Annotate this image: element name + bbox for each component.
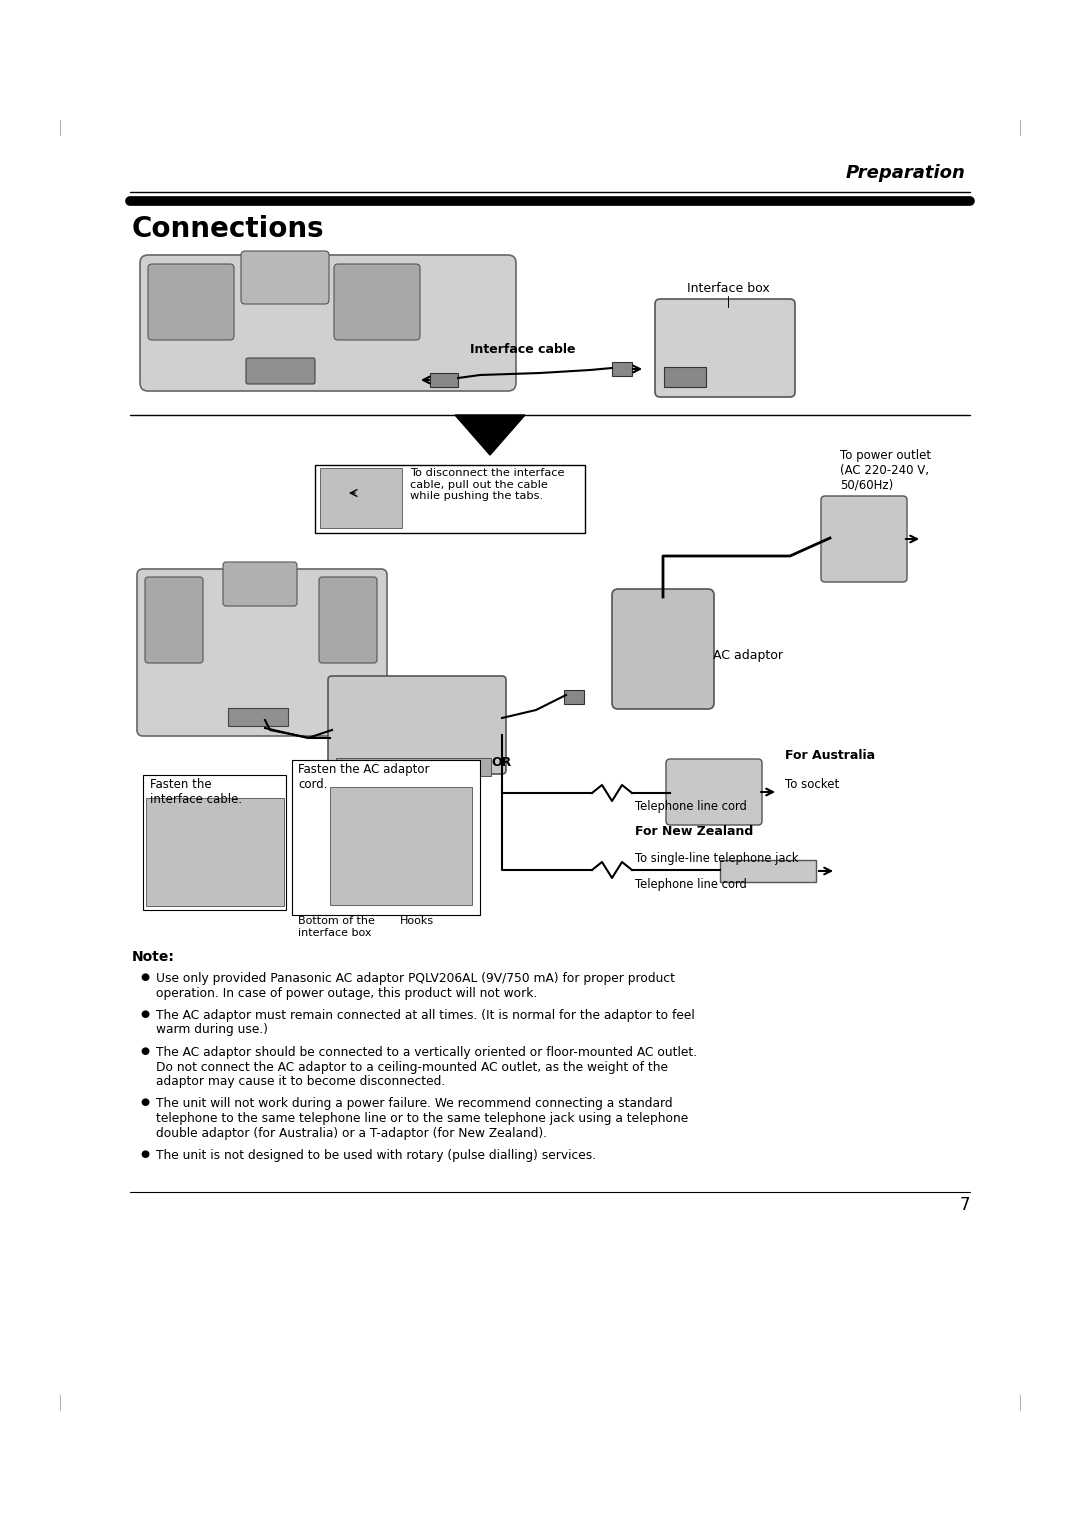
Bar (336, 758, 491, 776)
Text: AC adaptor: AC adaptor (713, 648, 783, 662)
FancyBboxPatch shape (148, 264, 234, 341)
Bar (612, 362, 632, 376)
Bar (430, 373, 458, 387)
Text: ●: ● (140, 1097, 149, 1108)
Text: To power outlet
(AC 220-240 V,
50/60Hz): To power outlet (AC 220-240 V, 50/60Hz) (840, 449, 931, 492)
Text: Fasten the AC adaptor
cord.: Fasten the AC adaptor cord. (298, 762, 430, 792)
Text: Fasten the
interface cable.: Fasten the interface cable. (150, 778, 242, 805)
Bar (330, 787, 472, 905)
Bar (720, 860, 816, 882)
Text: double adaptor (for Australia) or a T-adaptor (for New Zealand).: double adaptor (for Australia) or a T-ad… (156, 1126, 548, 1140)
Text: ●: ● (140, 1149, 149, 1160)
Text: Hooks: Hooks (400, 915, 434, 926)
Bar (292, 759, 480, 915)
Text: adaptor may cause it to become disconnected.: adaptor may cause it to become disconnec… (156, 1076, 445, 1088)
Text: ●: ● (140, 1047, 149, 1056)
Text: operation. In case of power outage, this product will not work.: operation. In case of power outage, this… (156, 987, 537, 999)
Text: warm during use.): warm during use.) (156, 1024, 268, 1036)
Text: For New Zealand: For New Zealand (635, 825, 753, 837)
Text: Do not connect the AC adaptor to a ceiling-mounted AC outlet, as the weight of t: Do not connect the AC adaptor to a ceili… (156, 1060, 669, 1074)
Text: Preparation: Preparation (846, 163, 966, 182)
FancyBboxPatch shape (612, 588, 714, 709)
Text: 7: 7 (959, 1196, 970, 1215)
Text: To single-line telephone jack: To single-line telephone jack (635, 853, 798, 865)
Text: For Australia: For Australia (785, 749, 875, 762)
Text: telephone to the same telephone line or to the same telephone jack using a telep: telephone to the same telephone line or … (156, 1112, 688, 1125)
FancyBboxPatch shape (222, 562, 297, 607)
Bar (320, 468, 402, 529)
FancyBboxPatch shape (137, 568, 387, 736)
FancyBboxPatch shape (666, 759, 762, 825)
FancyBboxPatch shape (319, 578, 377, 663)
Text: The unit is not designed to be used with rotary (pulse dialling) services.: The unit is not designed to be used with… (156, 1149, 596, 1161)
Text: The AC adaptor should be connected to a vertically oriented or floor-mounted AC : The AC adaptor should be connected to a … (156, 1047, 697, 1059)
Bar (146, 798, 284, 906)
FancyBboxPatch shape (246, 358, 315, 384)
Text: Telephone line cord: Telephone line cord (635, 801, 746, 813)
Text: To socket: To socket (785, 778, 839, 792)
Bar (564, 691, 584, 704)
FancyBboxPatch shape (328, 675, 507, 775)
FancyBboxPatch shape (654, 299, 795, 397)
Text: Connections: Connections (132, 215, 325, 243)
Text: To disconnect the interface
cable, pull out the cable
while pushing the tabs.: To disconnect the interface cable, pull … (410, 468, 565, 501)
Bar (228, 707, 288, 726)
Polygon shape (455, 416, 525, 455)
Text: Bottom of the
interface box: Bottom of the interface box (298, 915, 375, 938)
Text: ●: ● (140, 1008, 149, 1019)
Text: ●: ● (140, 972, 149, 983)
Text: Interface cable: Interface cable (470, 342, 576, 356)
Bar (315, 465, 585, 533)
Text: The unit will not work during a power failure. We recommend connecting a standar: The unit will not work during a power fa… (156, 1097, 673, 1111)
FancyBboxPatch shape (145, 578, 203, 663)
Text: Interface box: Interface box (687, 283, 769, 295)
Text: Note:: Note: (132, 950, 175, 964)
FancyBboxPatch shape (140, 255, 516, 391)
Text: Telephone line cord: Telephone line cord (635, 879, 746, 891)
Bar (664, 367, 706, 387)
Text: Use only provided Panasonic AC adaptor PQLV206AL (9V/750 mA) for proper product: Use only provided Panasonic AC adaptor P… (156, 972, 675, 986)
FancyBboxPatch shape (821, 497, 907, 582)
Bar (143, 775, 286, 911)
Text: The AC adaptor must remain connected at all times. (It is normal for the adaptor: The AC adaptor must remain connected at … (156, 1008, 694, 1022)
Text: OR: OR (491, 755, 512, 769)
FancyBboxPatch shape (334, 264, 420, 341)
FancyBboxPatch shape (241, 251, 329, 304)
